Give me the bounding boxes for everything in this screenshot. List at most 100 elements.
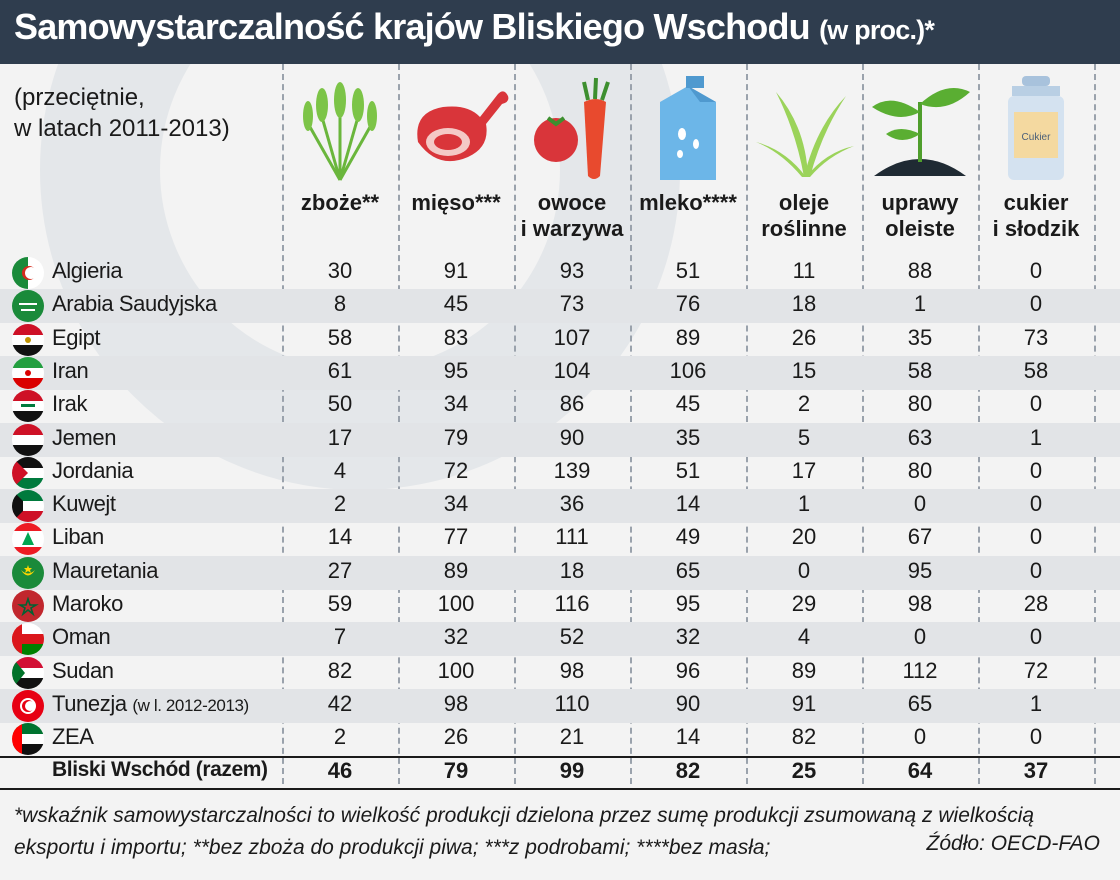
country-name: Egipt (52, 324, 101, 351)
subtitle: (przeciętnie, w latach 2011-2013) (14, 82, 230, 144)
grass-plant-icon (756, 92, 854, 177)
column-header-line2: i słodzik (992, 216, 1080, 241)
column-header-line2: roślinne (761, 216, 847, 241)
total-cell: 82 (675, 757, 701, 783)
table-cell: 8 (333, 291, 347, 317)
country-label: Irak (52, 391, 88, 417)
tunisia-flag-icon (12, 689, 44, 722)
kuwait-flag-icon (12, 490, 44, 523)
table-cell: 0 (1029, 524, 1043, 550)
milk-carton-icon (660, 76, 716, 180)
table-cell: 98 (443, 690, 469, 716)
table-cell: 58 (327, 324, 353, 350)
table-row: Jemen 17 79 90 35 5 63 1 (0, 422, 1120, 457)
algeria-flag-icon (12, 257, 44, 289)
total-cell: 99 (559, 757, 585, 783)
column-header-line1: uprawy (881, 190, 959, 215)
table-cell: 1 (1029, 424, 1043, 450)
source-label: Źódło: OECD-FAO (926, 832, 1100, 855)
oman-flag-icon (12, 623, 44, 656)
country-name: Oman (52, 624, 111, 650)
table-cell: 14 (675, 724, 701, 750)
column-header: oleje roślinne (746, 190, 862, 242)
table-cell: 73 (1023, 324, 1049, 350)
total-label: Bliski Wschód (razem) (52, 757, 268, 781)
footnote-line1: *wskaźnik samowystarczalności to wielkoś… (14, 804, 1035, 827)
total-cell: 37 (1023, 757, 1049, 783)
subtitle-line2: w latach 2011-2013) (14, 115, 230, 142)
yemen-flag-icon (12, 423, 44, 456)
sprout-icon (872, 88, 970, 176)
table-cell: 0 (1029, 457, 1043, 483)
table-cell: 0 (1029, 557, 1043, 583)
subtitle-line1: (przeciętnie, (14, 84, 145, 111)
egypt-flag-icon (12, 323, 44, 356)
table-cell: 83 (443, 324, 469, 350)
table-cell: 90 (675, 690, 701, 716)
country-label: Oman (52, 624, 111, 650)
table-cell: 32 (675, 624, 701, 650)
table-cell: 104 (553, 357, 591, 383)
country-name: Arabia Saudyjska (52, 291, 217, 317)
table-cell: 1 (797, 491, 811, 517)
table-cell: 89 (791, 657, 817, 683)
footnote-line2: eksportu i importu; **bez zboża do produ… (14, 836, 771, 859)
column-header-line2: oleiste (885, 216, 955, 241)
table-cell: 17 (327, 424, 353, 450)
country-label: Jemen (52, 424, 117, 450)
table-cell: 91 (791, 690, 817, 716)
country-name: Jordania (52, 457, 134, 484)
ham-icon (417, 91, 509, 162)
country-label: Iran (52, 357, 89, 383)
table-cell: 49 (675, 524, 701, 550)
table-cell: 0 (1029, 724, 1043, 750)
table-cell: 90 (559, 424, 585, 450)
total-cell: 46 (327, 757, 353, 783)
table-cell: 42 (327, 690, 353, 716)
tomato-carrot-icon (534, 77, 610, 179)
table-cell: 61 (327, 357, 353, 383)
country-label: Jordania (52, 457, 134, 483)
country-name: Mauretania (52, 558, 158, 584)
saudi-arabia-flag-icon (12, 290, 44, 323)
table-cell: 100 (437, 657, 475, 683)
table-cell: 35 (675, 424, 701, 450)
table-cell: 50 (327, 391, 353, 417)
country-label: Egipt (52, 324, 101, 350)
table-cell: 98 (907, 591, 933, 616)
total-cell: 25 (791, 757, 817, 783)
country-name: Irak (52, 391, 87, 417)
country-name: Kuwejt (52, 491, 116, 517)
table-cell: 1 (913, 291, 927, 317)
column-header-line2: i warzywa (520, 216, 624, 241)
table-cell: 80 (907, 391, 933, 417)
table-cell: 51 (675, 258, 701, 283)
column-header-line1: zboże** (300, 190, 380, 215)
column-header-line1: mleko**** (639, 190, 737, 215)
table-cell: 20 (791, 524, 817, 550)
table-cell: 0 (913, 491, 927, 517)
title-bar: Samowystarczalność krajów Bliskiego Wsch… (0, 0, 1120, 64)
country-label: Mauretania (52, 557, 159, 583)
total-cell: 79 (443, 757, 469, 783)
table-cell: 29 (791, 591, 817, 616)
column-header-line1: mięso*** (411, 190, 501, 215)
table-row: Tunezja (w l. 2012-2013) 42 98 110 90 91 65 1 (0, 688, 1120, 723)
table-cell: 112 (902, 657, 938, 683)
sugar-jar-label: Cukier (1022, 132, 1052, 143)
table-cell: 28 (1023, 591, 1049, 616)
table-cell: 36 (559, 491, 585, 517)
table-cell: 59 (327, 591, 353, 616)
morocco-flag-icon (12, 590, 44, 622)
table-row: Iran 61 95 104 106 15 58 58 (0, 355, 1120, 390)
table-cell: 14 (327, 524, 353, 550)
table-cell: 0 (1029, 291, 1043, 317)
country-name: Jemen (52, 425, 116, 451)
total-cell: 64 (907, 757, 933, 783)
table-cell: 45 (675, 391, 701, 417)
table-cell: 34 (443, 391, 469, 417)
uae-flag-icon (12, 723, 44, 756)
table-cell: 0 (1029, 391, 1043, 417)
table-row: Liban 14 77 111 49 20 67 0 (0, 522, 1120, 556)
table-cell: 4 (797, 624, 811, 650)
